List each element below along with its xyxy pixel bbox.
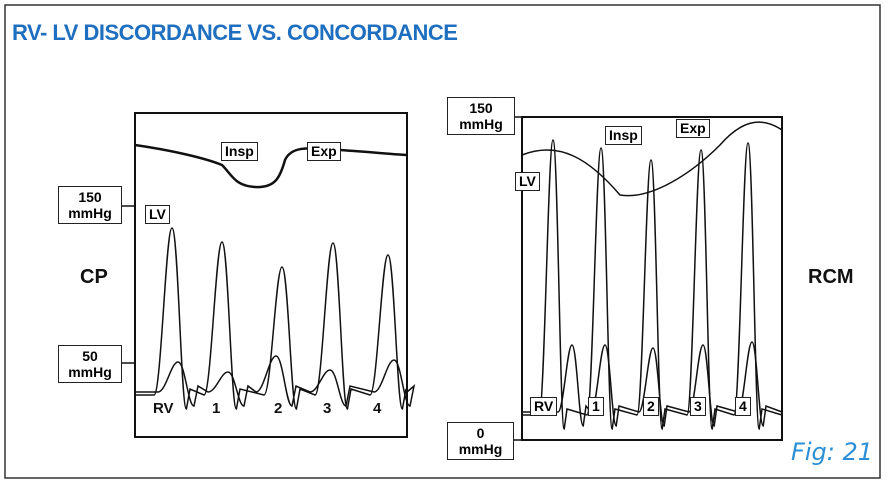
- pressure-label: 150 mmHg: [58, 186, 122, 224]
- cp-panel: [134, 112, 408, 438]
- beat-label: 2: [643, 397, 659, 416]
- frame: [4, 4, 881, 479]
- rv-trace: [135, 355, 416, 407]
- pressure-value: 150: [78, 189, 102, 205]
- rcm-panel: [521, 116, 783, 441]
- beat-label: 1: [588, 397, 604, 416]
- trace-label: LV: [145, 205, 170, 224]
- phase-label: Insp: [605, 126, 642, 145]
- phase-label: Exp: [676, 119, 710, 138]
- phase-label: Exp: [307, 142, 341, 161]
- trace-label: LV: [515, 172, 540, 191]
- title: RV- LV DISCORDANCE VS. CONCORDANCE: [12, 20, 458, 45]
- beat-label: 1: [212, 400, 221, 417]
- pressure-value: 150: [469, 100, 493, 116]
- pressure-label: 0 mmHg: [447, 422, 514, 460]
- panel-name: CP: [80, 266, 108, 288]
- trace-label: RV: [153, 400, 174, 417]
- trace-label: RV: [530, 397, 558, 416]
- pressure-value: 0: [476, 425, 485, 441]
- beat-label: 4: [373, 400, 382, 417]
- pressure-label: 50 mmHg: [58, 345, 122, 383]
- figure-label: Fig: 21: [791, 438, 873, 466]
- beat-label: 3: [690, 397, 706, 416]
- pressure-unit: mmHg: [458, 441, 503, 457]
- pressure-unit: mmHg: [68, 364, 112, 380]
- pressure-unit: mmHg: [68, 205, 112, 221]
- panel-name: RCM: [808, 266, 854, 288]
- rv-trace: [522, 341, 783, 427]
- lv-trace: [135, 227, 408, 410]
- phase-label: Insp: [221, 142, 258, 161]
- respiration-trace: [521, 121, 783, 197]
- pressure-label: 150 mmHg: [447, 97, 515, 135]
- lv-trace: [522, 139, 783, 430]
- beat-label: 3: [323, 400, 332, 417]
- beat-label: 4: [735, 397, 751, 416]
- pressure-unit: mmHg: [459, 116, 503, 132]
- respiration-trace: [134, 143, 408, 189]
- beat-label: 2: [274, 400, 283, 417]
- pressure-value: 50: [82, 348, 98, 364]
